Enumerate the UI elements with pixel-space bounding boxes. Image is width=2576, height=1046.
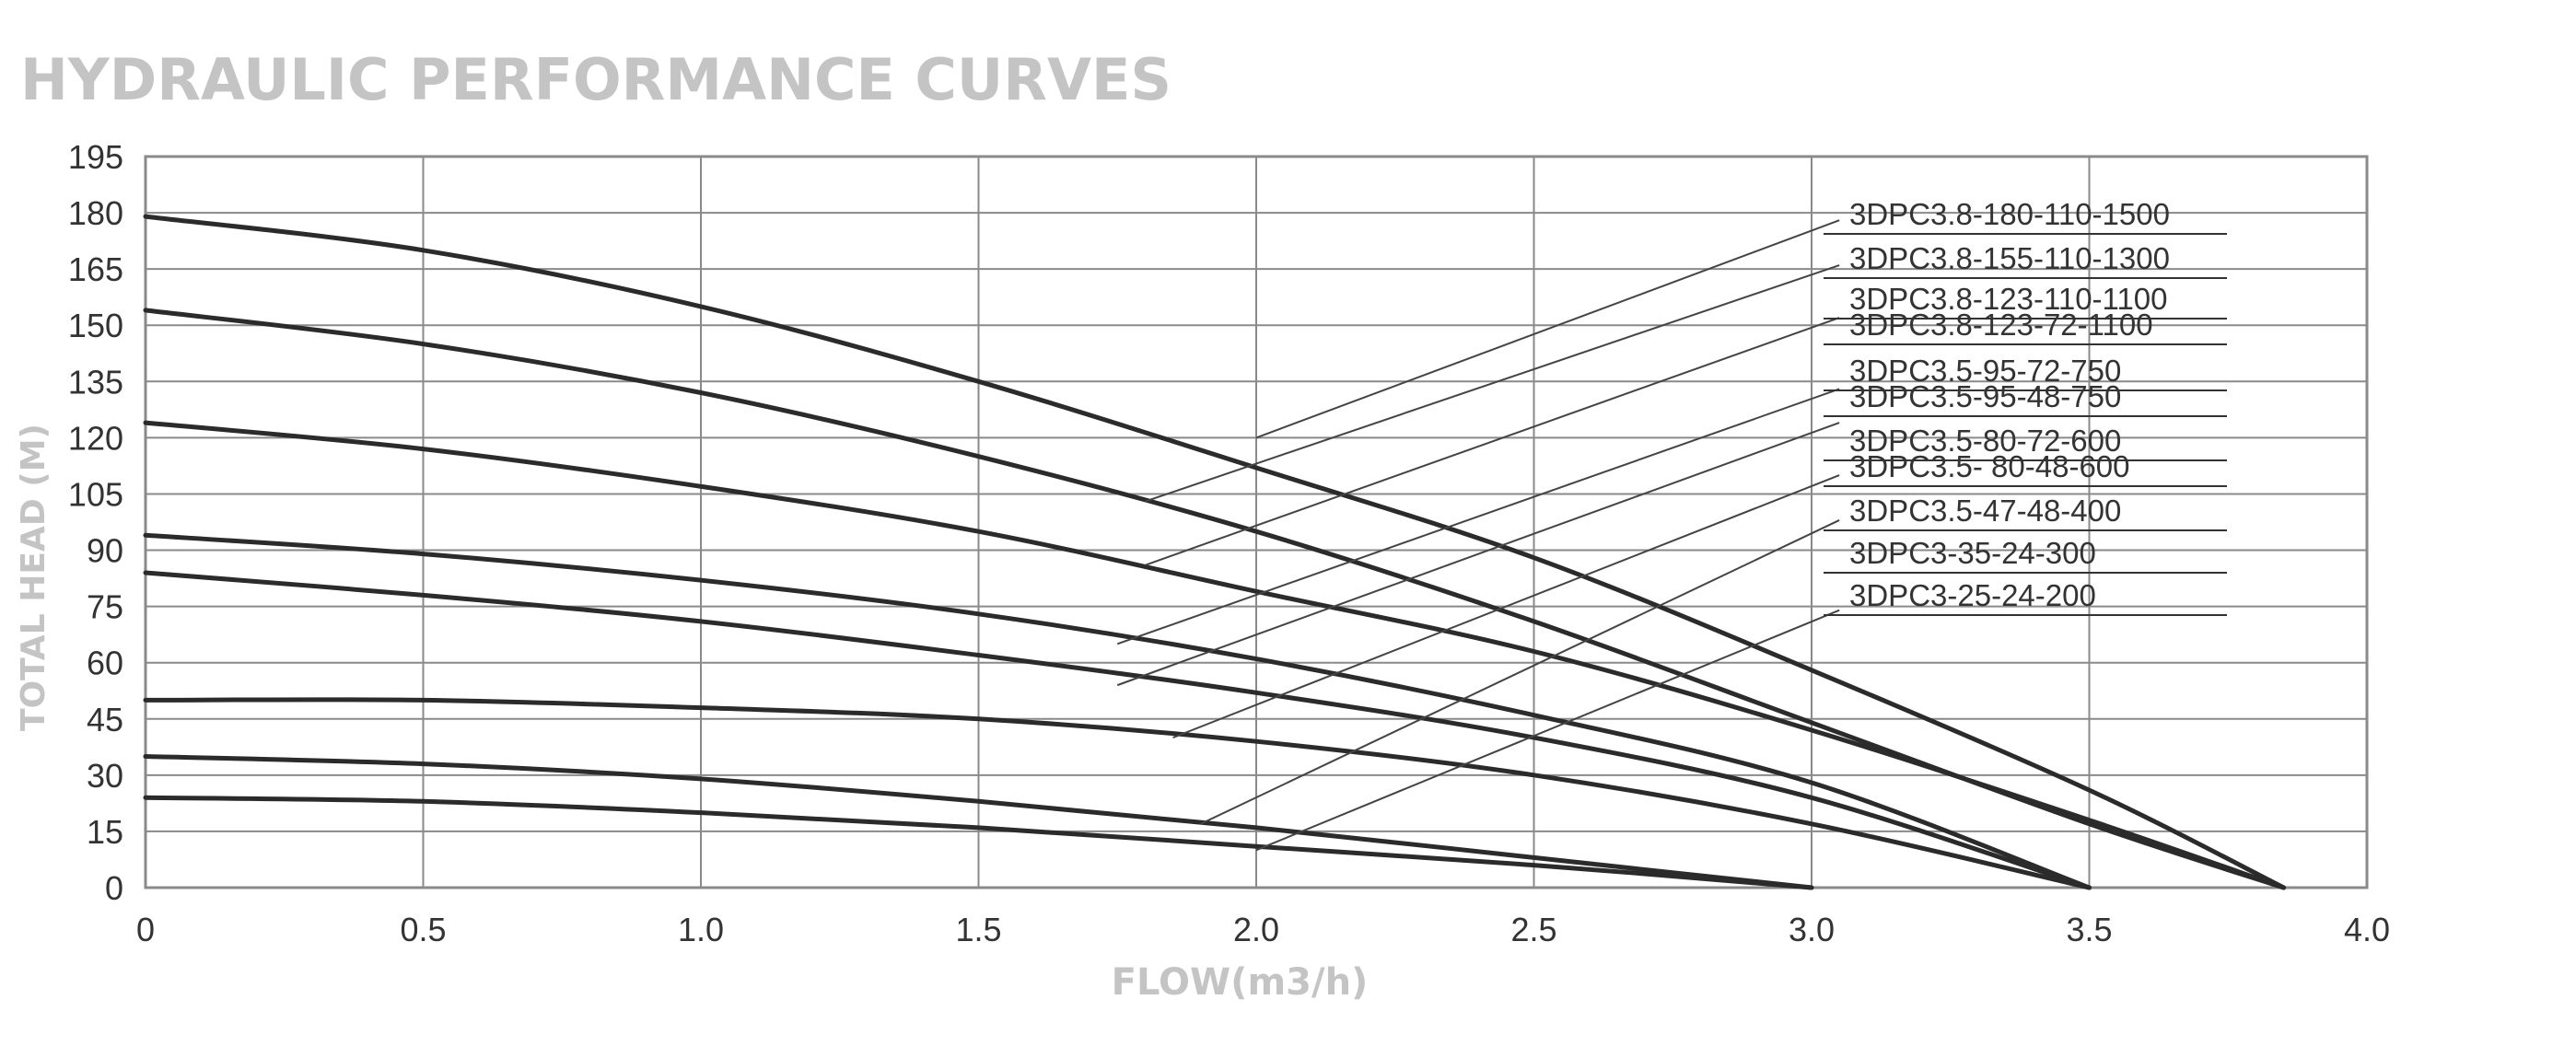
y-tick-label: 195 (68, 138, 123, 176)
y-tick-label: 30 (87, 757, 123, 795)
y-tick-label: 0 (105, 869, 123, 907)
series-line-4 (143, 532, 2092, 890)
y-tick-label: 60 (87, 645, 123, 682)
legend: 3DPC3.8-180-110-1500 3DPC3.8-155-110-1300… (1824, 197, 2227, 616)
x-axis-title: FLOW(m3/h) (1112, 961, 1369, 1004)
series-line-6 (143, 697, 2092, 890)
x-tick-label: 2.5 (1510, 911, 1556, 948)
y-axis-title: TOTAL HEAD (M) (15, 424, 52, 731)
y-tick-label: 90 (87, 532, 123, 570)
series-line-3 (143, 420, 2287, 890)
x-tick-label: 3.5 (2066, 911, 2112, 948)
legend-label: 3DPC3.5-95-48-750 (1849, 379, 2121, 413)
x-tick-label: 4.0 (2344, 911, 2390, 948)
legend-label: 3DPC3.5-80-72-600 (1849, 424, 2121, 458)
y-tick-label: 150 (68, 307, 123, 344)
y-axis-ticks: 0 15 30 45 60 75 90 105 120 135 150 165 180 195 (68, 138, 123, 907)
plot-border (144, 155, 2369, 889)
series-line-7 (143, 754, 1814, 890)
y-tick-label: 180 (68, 194, 123, 232)
y-tick-label: 45 (87, 701, 123, 738)
legend-label: 3DPC3.8-180-110-1500 (1849, 197, 2170, 231)
y-tick-label: 120 (68, 419, 123, 457)
legend-leader-lines (1116, 219, 1840, 852)
leader-line (1145, 264, 1840, 503)
x-axis-ticks: 0 0.5 1.0 1.5 2.0 2.5 3.0 3.5 4.0 (136, 911, 2390, 948)
y-tick-label: 15 (87, 813, 123, 851)
leader-line (1116, 422, 1840, 687)
leader-line (1255, 219, 1840, 439)
x-tick-label: 0.5 (400, 911, 446, 948)
leader-line (1145, 317, 1840, 566)
legend-label: 3DPC3-25-24-200 (1849, 578, 2096, 612)
leader-line (1200, 519, 1840, 825)
x-tick-label: 1.5 (955, 911, 1001, 948)
leader-line (1172, 474, 1840, 739)
legend-label: 3DPC3.5- 80-48-600 (1849, 449, 2130, 483)
x-tick-label: 2.0 (1233, 911, 1279, 948)
leader-line (1255, 609, 1840, 852)
legend-label: 3DPC3.8-123-110-1100 (1849, 282, 2168, 316)
y-tick-label: 165 (68, 250, 123, 288)
y-tick-label: 75 (87, 588, 123, 626)
series-line-5 (143, 570, 2092, 890)
x-tick-label: 1.0 (678, 911, 724, 948)
legend-label: 3DPC3.8-123-72-1100 (1849, 308, 2153, 342)
legend-label: 3DPC3.5-95-72-750 (1849, 354, 2121, 388)
chart-title: HYDRAULIC PERFORMANCE CURVES (20, 46, 1171, 113)
plot-frame (144, 155, 2369, 889)
legend-label: 3DPC3.8-155-110-1300 (1849, 241, 2170, 275)
y-tick-label: 105 (68, 475, 123, 513)
legend-label: 3DPC3-35-24-300 (1849, 536, 2096, 570)
series-line-8 (143, 795, 1814, 890)
legend-label: 3DPC3.5-47-48-400 (1849, 494, 2121, 528)
series-line-1 (143, 214, 2287, 890)
y-tick-label: 135 (68, 363, 123, 401)
series-lines (143, 214, 2287, 890)
x-tick-label: 3.0 (1789, 911, 1835, 948)
leader-line (1116, 388, 1840, 645)
x-tick-label: 0 (136, 911, 155, 948)
